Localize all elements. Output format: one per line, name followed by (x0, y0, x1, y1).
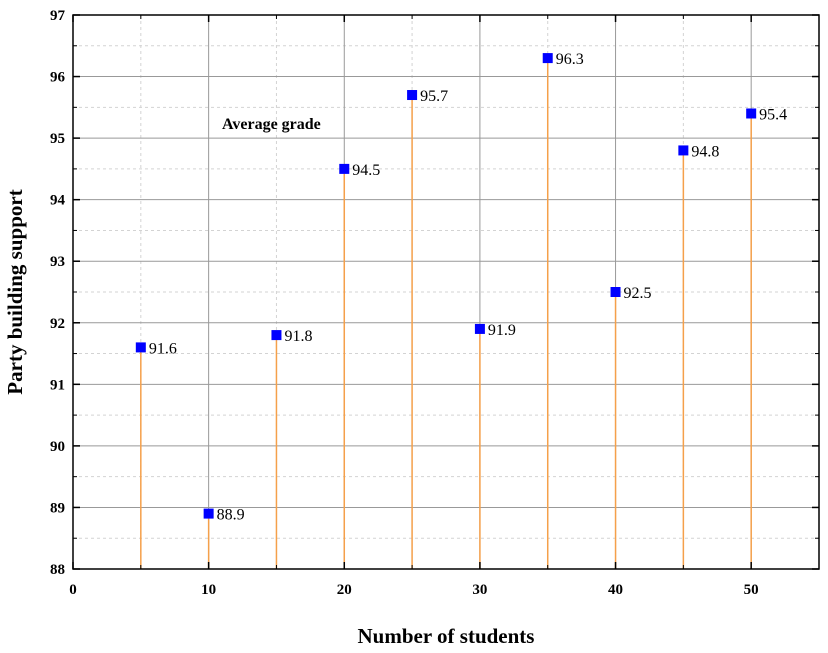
data-label: 91.8 (284, 328, 312, 345)
x-axis-title: Number of students (358, 624, 535, 648)
data-point (203, 508, 214, 519)
data-label: 95.7 (420, 88, 448, 105)
drop-lines (140, 58, 752, 569)
data-points: 91.6 88.9 91.8 94.5 95.7 91.9 96.3 92.5 94.8 95.4 (135, 51, 787, 524)
data-point (678, 145, 689, 156)
x-tick-label: 40 (608, 582, 623, 598)
data-point (610, 287, 621, 297)
data-label: 92.5 (624, 285, 652, 302)
data-label: 96.3 (556, 51, 584, 68)
y-tick-label: 92 (50, 316, 65, 332)
data-point (746, 108, 757, 119)
y-tick-label: 90 (50, 439, 65, 455)
x-tick-label: 20 (337, 582, 352, 598)
y-tick-label: 94 (50, 193, 66, 209)
data-point (271, 330, 282, 341)
data-point (339, 163, 350, 174)
x-tick-label: 10 (201, 582, 216, 598)
axes: 0 10 20 30 40 50 88 89 90 91 92 93 94 95 96 97 (50, 8, 820, 598)
x-tick-label: 50 (744, 582, 759, 598)
y-tick-label: 89 (50, 500, 65, 516)
data-label: 95.4 (759, 106, 787, 123)
data-point (407, 90, 418, 101)
y-tick-label: 91 (50, 377, 65, 393)
data-point (474, 323, 485, 334)
data-label: 91.9 (488, 322, 516, 339)
data-point (542, 53, 553, 64)
data-label: 94.5 (352, 162, 380, 179)
data-label: 88.9 (217, 507, 245, 524)
y-tick-label: 88 (50, 562, 65, 578)
data-label: 94.8 (691, 143, 719, 160)
annotation-average-grade: Average grade (222, 116, 321, 133)
x-tick-label: 30 (472, 582, 487, 598)
y-axis-title: Party building support (3, 189, 27, 394)
x-tick-label: 0 (69, 582, 77, 598)
y-tick-label: 93 (50, 254, 65, 270)
y-tick-label: 96 (50, 70, 66, 86)
data-label: 91.6 (149, 340, 177, 357)
data-point (135, 342, 146, 353)
y-tick-label: 97 (50, 8, 66, 24)
y-tick-label: 95 (50, 131, 65, 147)
